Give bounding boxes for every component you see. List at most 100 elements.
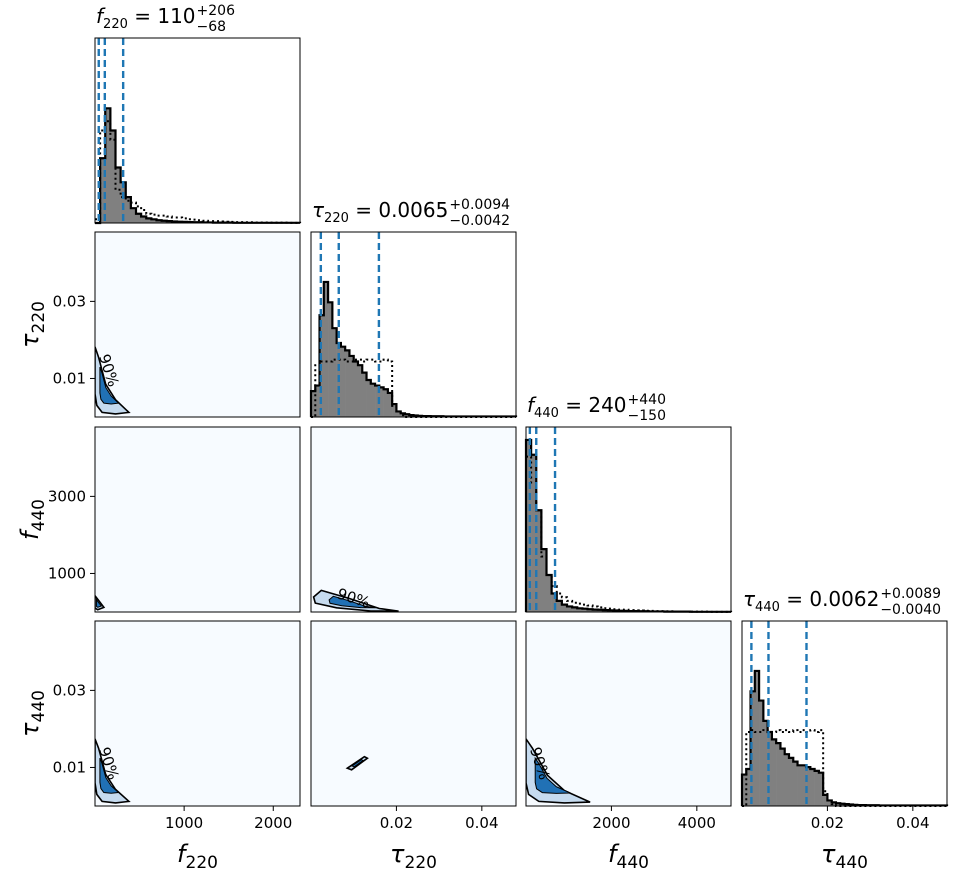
- hist-bar-tau440: [806, 767, 811, 806]
- y-axis-sub: 440: [29, 690, 49, 722]
- title-tau440: τ440 = 0.0062: [743, 587, 879, 615]
- title-symbol: τ: [743, 587, 756, 611]
- contour-group: [312, 589, 399, 612]
- hist-bar-tau440: [746, 769, 751, 806]
- hist-bar-tau440: [818, 772, 824, 806]
- density-frame: [94, 426, 301, 613]
- hist-bar-f220: [151, 219, 157, 223]
- hist-bar-tau440: [784, 754, 790, 806]
- hist-bar-tau220: [357, 365, 363, 417]
- diag-panel-f440: [524, 426, 733, 613]
- density-panel-f440-tau440: [525, 620, 732, 807]
- x-axis-label-f220: f220: [177, 840, 218, 873]
- x-axis-sub: 220: [405, 853, 437, 873]
- hist-bar-tau440: [767, 732, 773, 806]
- x-axis-sub: 220: [186, 853, 218, 873]
- density-bg: [310, 620, 517, 807]
- hist-bar-tau220: [340, 346, 346, 417]
- hist-bar-tau220: [370, 383, 376, 417]
- x-tick-label-tau440: 0.04: [896, 814, 929, 832]
- title-symbol: f: [96, 4, 106, 28]
- hist-bar-f440: [577, 608, 583, 612]
- contour-core: [99, 366, 120, 405]
- contour-group: [95, 346, 131, 415]
- hist-bar-tau440: [776, 743, 781, 806]
- hist-bar-tau220: [379, 387, 384, 417]
- hist-bar-f440: [567, 606, 573, 612]
- y-tick-label-tau220: 0.03: [53, 292, 86, 310]
- title-f440: f440 = 240: [527, 393, 627, 421]
- density-panel-f220-f440: [94, 426, 301, 613]
- hist-bar-f440: [551, 593, 558, 612]
- density-frame: [525, 620, 732, 807]
- title-sub: 440: [755, 600, 780, 615]
- hist-bar-tau220: [328, 302, 333, 417]
- y-axis-label-tau220: τ220: [16, 301, 49, 348]
- x-axis-symbol: τ: [821, 840, 836, 868]
- hist-bar-tau220: [404, 414, 410, 417]
- y-axis-symbol: τ: [16, 722, 44, 737]
- contour-group: [95, 738, 131, 804]
- title-plus-tau440: +0.0089: [880, 586, 941, 602]
- x-tick-label-tau440: 0.02: [811, 814, 844, 832]
- title-median: = 240: [559, 393, 627, 417]
- density-bg: [525, 620, 732, 807]
- title-symbol: f: [527, 393, 537, 417]
- hist-bar-tau440: [827, 800, 832, 806]
- hist-bar-tau220: [396, 411, 401, 417]
- hist-bar-tau440: [797, 765, 803, 806]
- hist-outline-tau220: [309, 280, 518, 418]
- hist-bar-tau440: [780, 748, 786, 806]
- hist-bar-tau440: [759, 700, 764, 806]
- hist-bar-f220: [141, 216, 147, 223]
- title-minus-f220: −68: [197, 19, 227, 35]
- hist-bar-f440: [572, 607, 578, 612]
- contour-90: [312, 589, 399, 612]
- hist-bar-f220: [146, 218, 152, 223]
- y-tick-label-tau440: 0.01: [53, 758, 86, 776]
- hist-bar-tau220: [366, 380, 372, 417]
- title-median: = 0.0065: [349, 198, 448, 222]
- hist-bar-tau220: [387, 392, 393, 417]
- title-sub: 440: [534, 406, 559, 421]
- x-tick-label-f220: 1000: [165, 814, 203, 832]
- hist-bar-f220: [110, 130, 116, 223]
- hist-bar-f440: [546, 575, 552, 612]
- hist-bar-tau440: [763, 720, 768, 806]
- contour-core: [99, 757, 120, 794]
- hist-bar-tau220: [315, 385, 320, 417]
- hist-bar-f440: [536, 510, 542, 612]
- x-axis-sub: 440: [836, 853, 868, 873]
- diag-bg-f440: [526, 427, 731, 612]
- hist-bar-f440: [587, 609, 593, 612]
- y-axis-symbol: τ: [16, 333, 44, 348]
- y-tick-label-f440: 3000: [48, 487, 86, 505]
- density-frame: [94, 620, 301, 807]
- hist-bar-f220: [156, 220, 162, 223]
- title-plus-tau220: +0.0094: [449, 197, 510, 213]
- x-tick-label-tau220: 0.04: [465, 814, 498, 832]
- hist-bar-tau440: [831, 802, 837, 806]
- hist-bar-tau440: [814, 770, 820, 806]
- hist-bar-tau220: [323, 281, 329, 417]
- title-sub: 220: [103, 17, 128, 32]
- diag-panel-tau220: [309, 231, 518, 418]
- hist-bar-tau220: [332, 328, 337, 417]
- density-panel-f220-tau220: [94, 231, 301, 418]
- diag-frame-tau220: [310, 231, 517, 418]
- title-minus-tau440: −0.0040: [880, 602, 941, 618]
- title-sub: 220: [324, 211, 349, 226]
- prior-outline-f440: [526, 455, 731, 613]
- hist-bar-f440: [531, 454, 537, 612]
- hist-bar-tau440: [835, 803, 841, 806]
- density-panel-tau220-tau440: [310, 620, 517, 807]
- density-frame: [310, 426, 517, 613]
- density-bg: [94, 620, 301, 807]
- hist-bar-f220: [115, 167, 121, 223]
- y-tick-label-tau440: 0.03: [53, 681, 86, 699]
- diag-frame-tau440: [741, 620, 948, 807]
- density-bg: [310, 426, 517, 613]
- y-axis-sub: 220: [29, 301, 49, 333]
